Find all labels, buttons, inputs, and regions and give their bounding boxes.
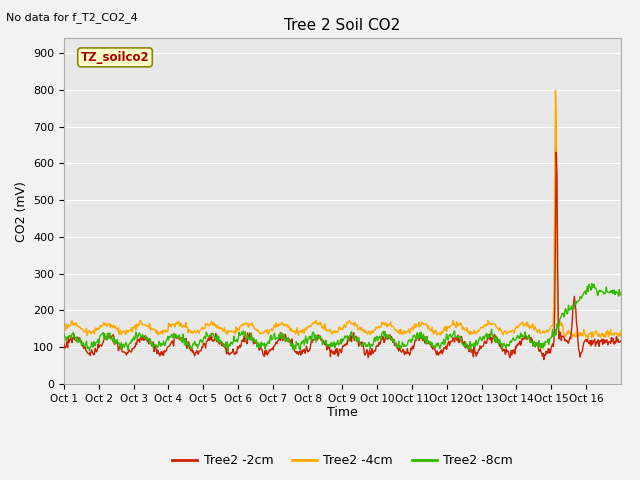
Title: Tree 2 Soil CO2: Tree 2 Soil CO2 <box>284 18 401 33</box>
Y-axis label: CO2 (mV): CO2 (mV) <box>15 181 28 241</box>
Legend: Tree2 -2cm, Tree2 -4cm, Tree2 -8cm: Tree2 -2cm, Tree2 -4cm, Tree2 -8cm <box>167 449 518 472</box>
Text: TZ_soilco2: TZ_soilco2 <box>81 51 149 64</box>
X-axis label: Time: Time <box>327 407 358 420</box>
Text: No data for f_T2_CO2_4: No data for f_T2_CO2_4 <box>6 12 138 23</box>
